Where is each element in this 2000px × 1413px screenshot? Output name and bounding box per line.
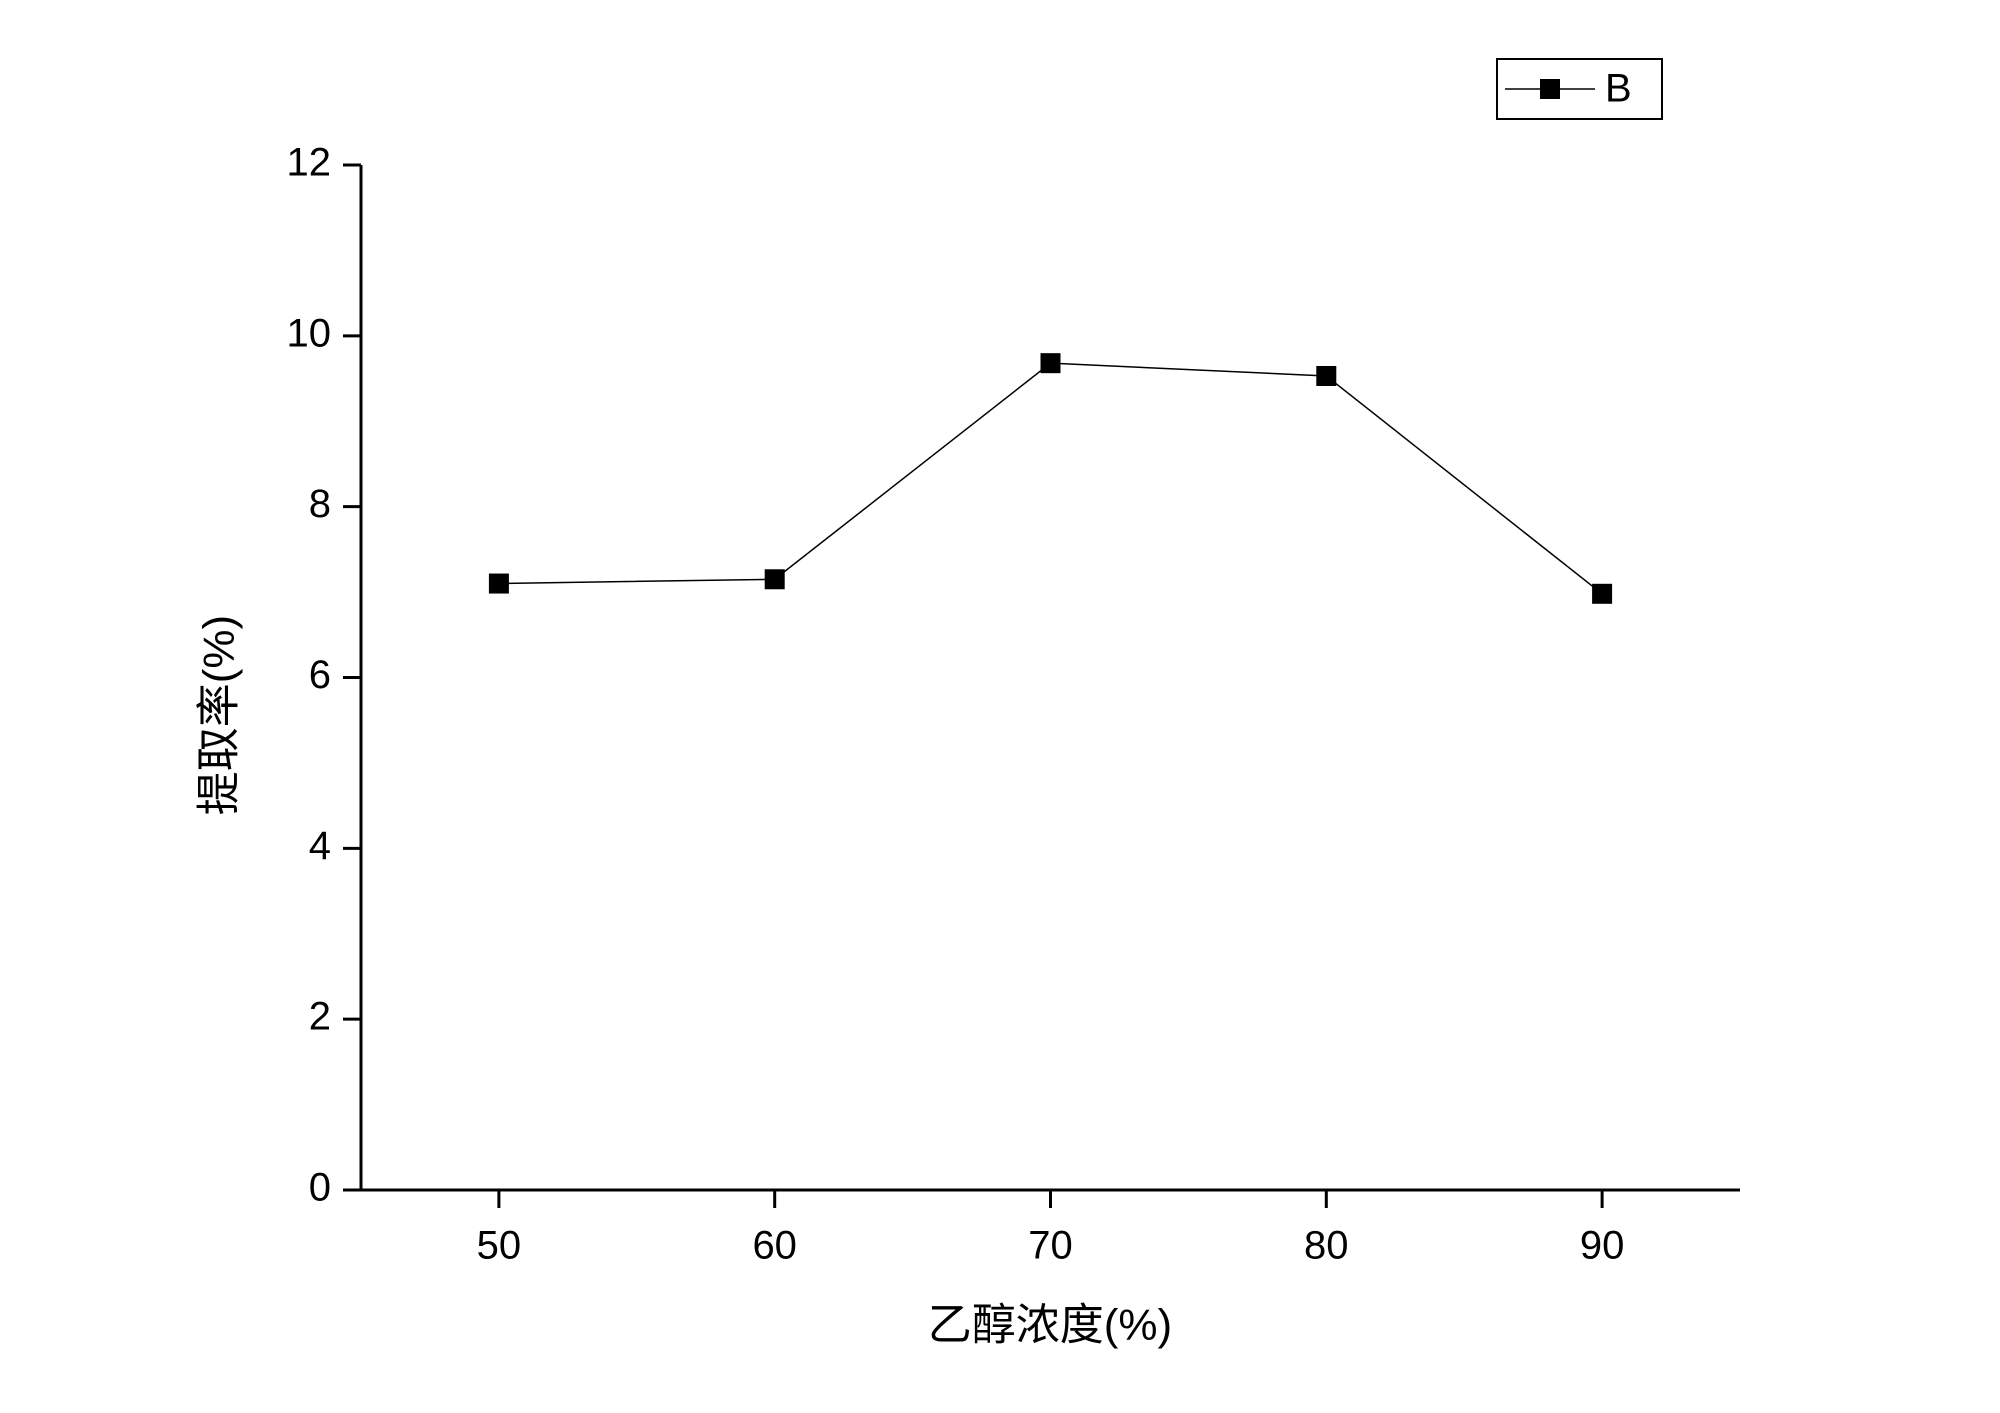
legend-marker <box>1540 79 1560 99</box>
y-tick-label: 4 <box>309 824 331 868</box>
x-tick-label: 50 <box>477 1224 522 1268</box>
y-tick-label: 12 <box>287 141 332 185</box>
data-point <box>488 573 509 594</box>
x-axis-title: 乙醇浓度(%) <box>928 1301 1172 1350</box>
series-line <box>498 362 1603 595</box>
y-tick-label: 2 <box>309 995 331 1039</box>
x-tick-label: 90 <box>1580 1224 1625 1268</box>
y-tick-label: 10 <box>287 311 332 355</box>
x-tick-label: 60 <box>752 1224 797 1268</box>
data-point <box>1316 365 1337 386</box>
data-point <box>1592 583 1613 604</box>
data-point <box>764 569 785 590</box>
x-tick-label: 80 <box>1304 1224 1349 1268</box>
legend-label: B <box>1605 67 1632 111</box>
data-point <box>1040 353 1061 374</box>
y-tick-label: 8 <box>309 482 331 526</box>
x-tick-label: 70 <box>1028 1224 1073 1268</box>
y-tick-label: 6 <box>309 653 331 697</box>
y-tick-label: 0 <box>309 1166 331 1210</box>
y-axis-title: 提取率(%) <box>195 615 244 815</box>
